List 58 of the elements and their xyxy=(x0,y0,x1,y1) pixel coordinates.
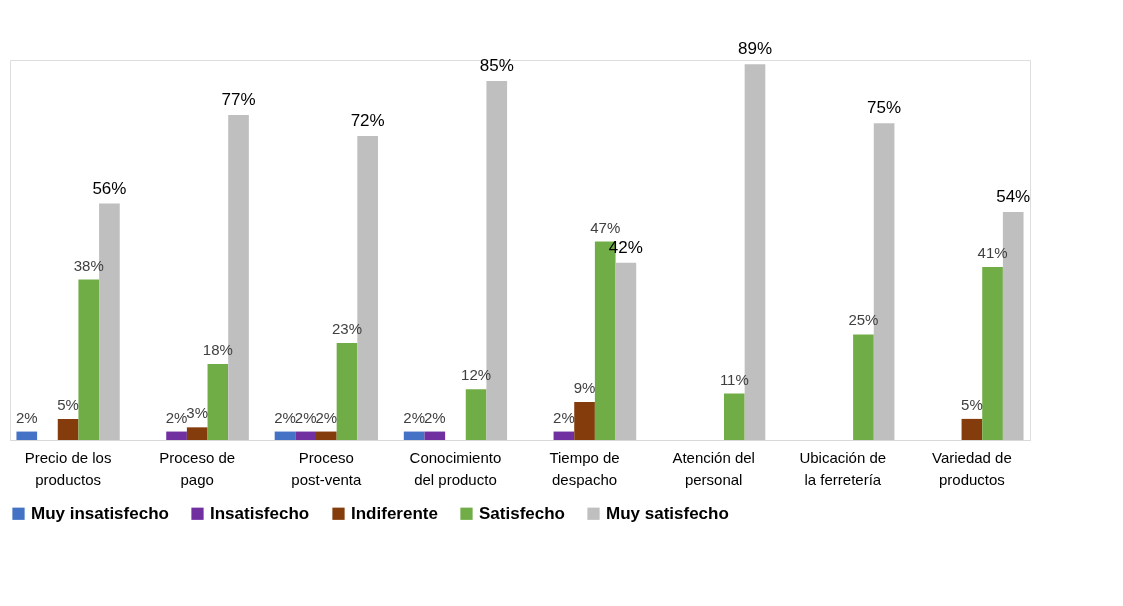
legend-label: Satisfecho xyxy=(479,503,565,523)
bar xyxy=(274,431,296,440)
data-label: 2% xyxy=(15,408,38,426)
bar xyxy=(166,431,187,440)
legend-label: Insatisfecho xyxy=(210,503,310,523)
legend-label: Muy satisfecho xyxy=(606,503,729,523)
legend-label: Indiferente xyxy=(351,503,438,523)
data-label: 5% xyxy=(57,395,79,413)
data-label: 41% xyxy=(977,243,1008,261)
data-label: 89% xyxy=(737,39,772,59)
bar xyxy=(465,389,487,440)
x-tick-label: Tiempo de despacho xyxy=(549,448,620,488)
data-label: 47% xyxy=(590,218,621,236)
bar xyxy=(316,431,337,440)
data-label: 56% xyxy=(92,178,127,198)
data-label: 54% xyxy=(996,187,1031,206)
x-tick-label: Atención del personal xyxy=(672,448,755,488)
bar xyxy=(186,427,208,440)
data-label: 77% xyxy=(221,89,256,109)
data-label: 2% xyxy=(294,408,317,426)
bar xyxy=(961,418,983,440)
x-tick-label: Conocimiento del producto xyxy=(409,448,502,488)
bar xyxy=(207,364,229,440)
bar xyxy=(615,262,637,440)
data-label: 25% xyxy=(848,311,879,329)
data-label: 38% xyxy=(73,256,104,274)
data-label: 18% xyxy=(202,341,233,358)
bar xyxy=(724,393,745,440)
x-tick-label: Precio de los productos xyxy=(24,448,112,488)
x-tick-label: Proceso post-venta xyxy=(291,448,362,488)
data-label: 9% xyxy=(573,379,596,396)
bar xyxy=(574,402,595,440)
data-label: 85% xyxy=(479,56,514,76)
bar xyxy=(16,431,38,440)
data-label: 11% xyxy=(719,370,749,388)
bar xyxy=(853,334,874,440)
data-label: 2% xyxy=(423,408,446,426)
data-label: 2% xyxy=(274,408,296,426)
x-tick-label: Ubicación de la ferretería xyxy=(799,448,887,488)
data-label: 12% xyxy=(461,366,492,384)
bar xyxy=(424,431,446,440)
data-label: 3% xyxy=(186,404,209,422)
bar xyxy=(553,431,575,440)
data-label: 2% xyxy=(403,408,425,426)
data-label: 2% xyxy=(315,408,338,426)
data-label: 2% xyxy=(165,408,188,426)
data-label: 75% xyxy=(867,98,902,118)
x-tick-label: Proceso de pago xyxy=(159,448,236,488)
bar xyxy=(403,431,425,440)
bar xyxy=(336,342,358,440)
bar xyxy=(57,418,79,440)
bar xyxy=(982,266,1003,440)
data-label: 23% xyxy=(331,319,362,337)
bar xyxy=(295,431,316,440)
x-tick-label: Variedad de productos xyxy=(932,448,1012,488)
data-label: 72% xyxy=(350,111,385,130)
bar xyxy=(78,279,100,440)
legend-label: Muy insatisfecho xyxy=(31,503,169,523)
